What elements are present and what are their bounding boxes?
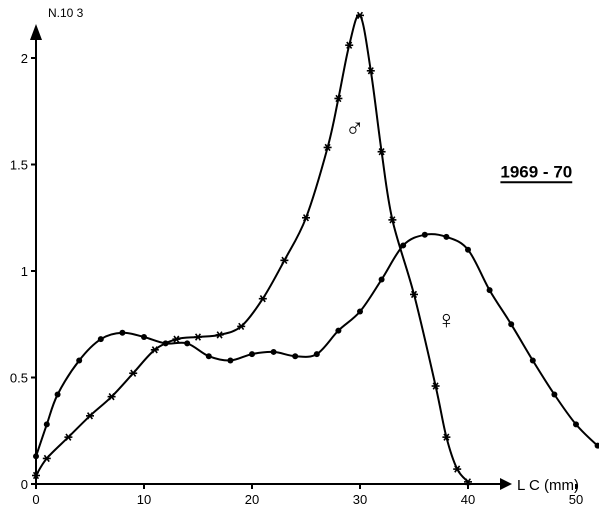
data-point-dot xyxy=(162,340,169,347)
data-point-asterisk xyxy=(334,94,343,103)
data-point-dot xyxy=(227,357,234,364)
x-ticks: 0 10 20 30 40 50 xyxy=(32,484,583,507)
series-female xyxy=(33,231,599,460)
data-point-asterisk xyxy=(464,478,472,486)
data-point-dot xyxy=(249,351,255,358)
data-point-dot xyxy=(529,357,536,364)
data-point-dot xyxy=(270,348,277,355)
data-point-asterisk xyxy=(377,148,386,156)
data-point-asterisk xyxy=(86,412,94,420)
data-point-dot xyxy=(486,287,493,294)
data-point-dot xyxy=(54,391,61,398)
data-point-asterisk xyxy=(302,214,310,222)
y-tick-label: 2 xyxy=(21,51,28,66)
chart-title: 1969 - 70 xyxy=(500,162,572,181)
data-point-asterisk xyxy=(345,41,354,49)
data-point-dot xyxy=(551,391,558,398)
x-tick-label: 20 xyxy=(245,492,259,507)
x-tick-label: 0 xyxy=(32,492,39,507)
x-tick-label: 10 xyxy=(137,492,151,507)
data-point-dot xyxy=(119,329,126,336)
data-point-asterisk xyxy=(442,433,451,441)
data-point-dot xyxy=(594,442,599,449)
data-point-asterisk xyxy=(194,333,202,341)
data-point-asterisk xyxy=(237,322,246,331)
data-point-dot xyxy=(33,453,39,460)
data-point-asterisk xyxy=(172,335,181,343)
data-point-asterisk xyxy=(42,454,51,463)
x-axis-label: L C (mm) xyxy=(517,477,579,494)
y-axis-arrow xyxy=(30,24,42,40)
series-male xyxy=(32,11,472,486)
data-point-dot xyxy=(465,246,471,253)
data-point-asterisk xyxy=(150,346,159,354)
x-tick-label: 40 xyxy=(461,492,475,507)
data-point-asterisk xyxy=(258,295,267,303)
data-point-dot xyxy=(443,233,450,240)
data-point-dot xyxy=(205,353,212,360)
data-point-asterisk xyxy=(64,433,73,441)
data-point-asterisk xyxy=(356,11,364,20)
data-point-dot xyxy=(76,357,83,364)
axes xyxy=(30,24,512,490)
y-tick-label: 1.5 xyxy=(10,158,28,173)
x-tick-label: 30 xyxy=(353,492,367,507)
data-point-asterisk xyxy=(453,465,462,473)
data-point-dot xyxy=(43,421,50,428)
y-tick-label: 1 xyxy=(21,264,28,279)
data-point-asterisk xyxy=(366,67,375,75)
data-point-dot xyxy=(184,340,191,347)
male-symbol-label: ♂ xyxy=(345,113,365,143)
data-point-asterisk xyxy=(410,290,418,299)
series-layer xyxy=(32,11,599,486)
data-point-asterisk xyxy=(323,143,332,152)
y-tick-label: 0 xyxy=(21,477,28,492)
female-symbol-label: ♀ xyxy=(437,305,457,335)
data-point-dot xyxy=(400,242,407,249)
data-point-asterisk xyxy=(280,256,289,265)
x-axis-arrow xyxy=(500,478,512,490)
data-point-dot xyxy=(508,321,515,328)
data-point-asterisk xyxy=(32,471,40,480)
y-ticks: 0 0.5 1 1.5 2 xyxy=(10,51,36,492)
data-point-dot xyxy=(421,231,428,238)
data-point-dot xyxy=(357,308,363,315)
data-point-asterisk xyxy=(107,392,116,401)
data-point-asterisk xyxy=(431,382,440,390)
annotation-layer: ♂ ♀ 1969 - 70 xyxy=(345,113,573,335)
data-point-dot xyxy=(378,276,385,283)
y-tick-label: 0.5 xyxy=(10,371,28,386)
data-point-dot xyxy=(573,421,579,428)
data-point-asterisk xyxy=(215,331,224,339)
y-axis-label: N.10 3 xyxy=(48,6,84,20)
data-point-dot xyxy=(313,351,320,358)
data-point-asterisk xyxy=(388,216,397,224)
x-tick-label: 50 xyxy=(569,492,583,507)
data-point-dot xyxy=(335,327,342,334)
data-point-asterisk xyxy=(129,369,138,377)
data-point-dot xyxy=(292,353,299,360)
data-point-dot xyxy=(141,334,147,341)
data-point-dot xyxy=(97,336,104,343)
